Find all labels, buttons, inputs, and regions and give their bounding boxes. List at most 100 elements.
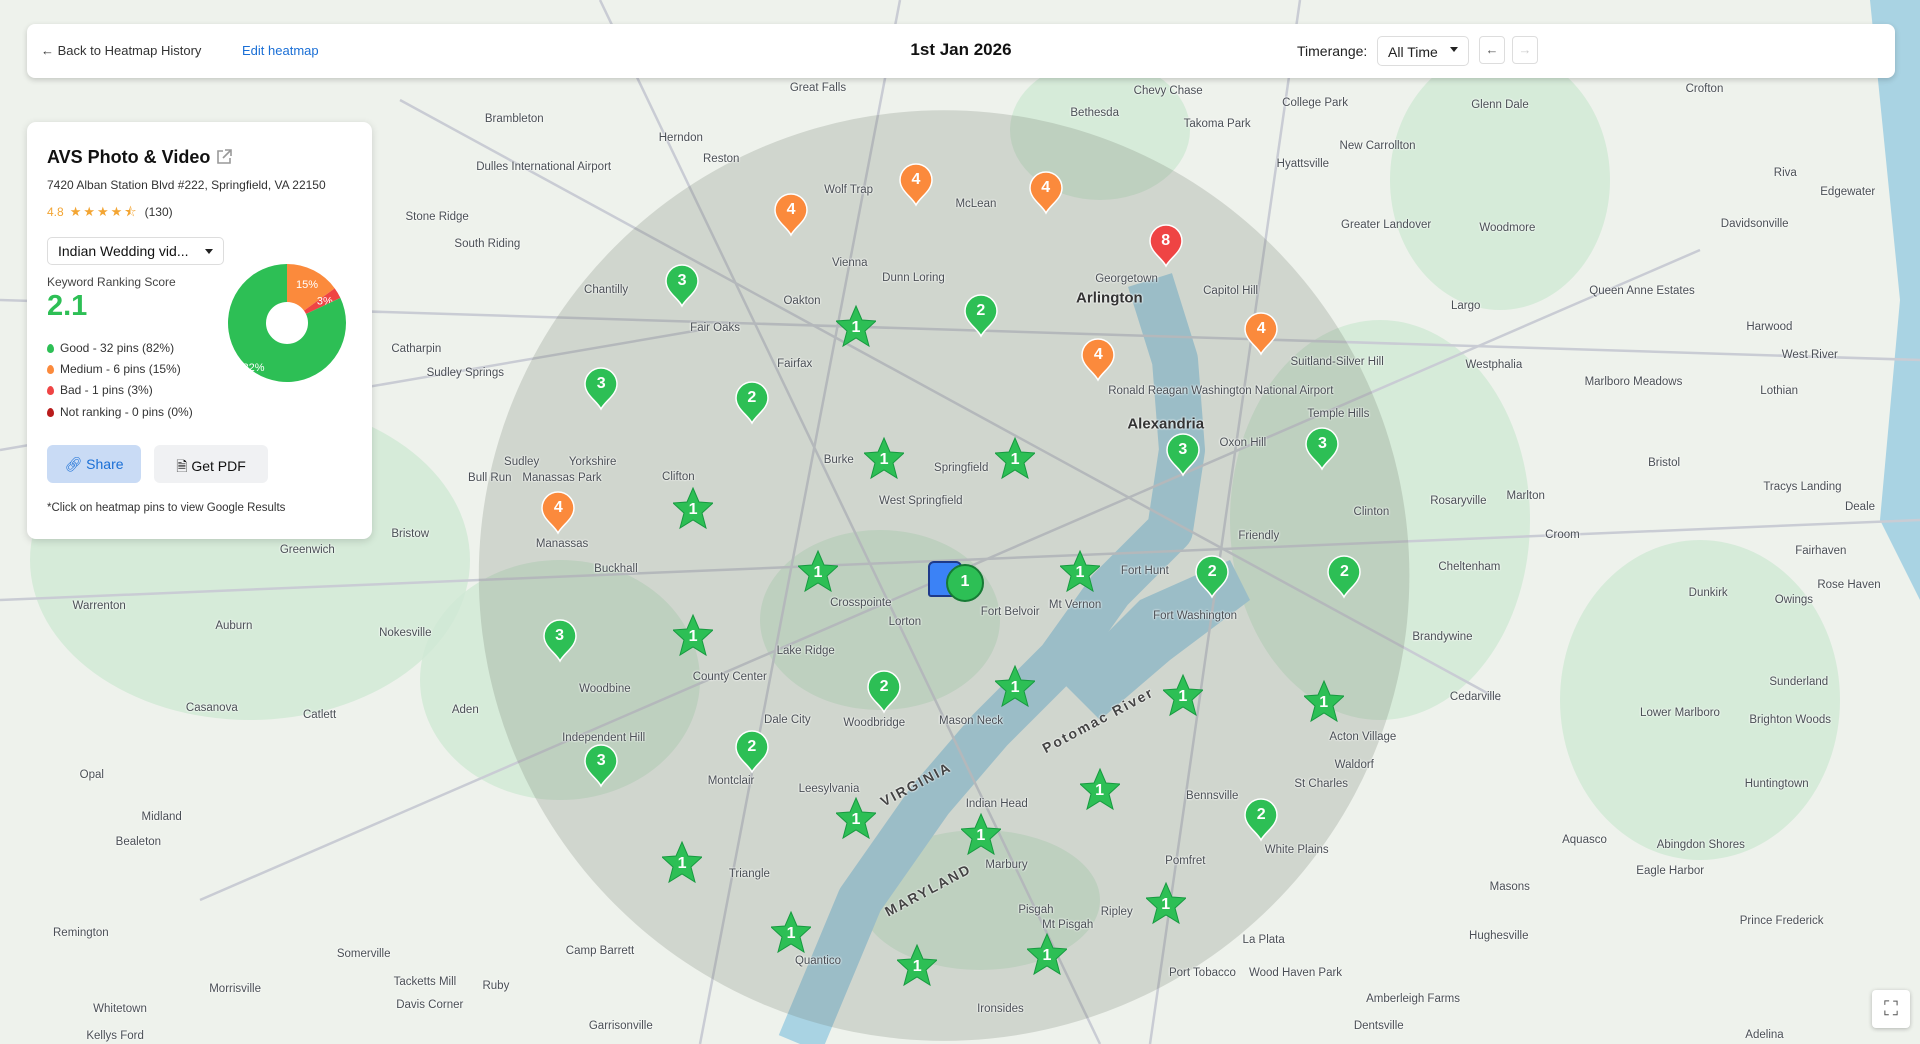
next-date-button[interactable]: → <box>1512 36 1538 64</box>
ranking-pin[interactable]: 1 <box>864 436 905 482</box>
pin-rank: 1 <box>851 318 861 336</box>
ranking-pin[interactable]: 3 <box>1163 431 1203 477</box>
ranking-pin[interactable]: 1 <box>1303 679 1344 725</box>
external-link-icon[interactable] <box>215 148 233 166</box>
review-count: (130) <box>144 205 173 219</box>
pin-rank: 3 <box>1178 441 1188 459</box>
ranking-pin[interactable]: 3 <box>540 617 580 664</box>
fullscreen-icon: ⛶ <box>1884 998 1898 1020</box>
keyword-select[interactable]: Indian Wedding vid... <box>47 237 224 265</box>
ranking-pin[interactable]: 1 <box>673 486 714 532</box>
map-label: Brandywine <box>1412 630 1473 643</box>
pin-rank: 4 <box>786 201 796 219</box>
star-pin-icon <box>1162 673 1203 716</box>
map-label: West Springfield <box>879 494 963 507</box>
ranking-pin[interactable]: 2 <box>732 379 772 425</box>
ranking-pin[interactable]: 1 <box>1060 549 1100 595</box>
ranking-pin[interactable]: 4 <box>538 489 578 535</box>
map-label: Greenwich <box>279 544 335 557</box>
ranking-pin[interactable]: 1 <box>662 840 703 886</box>
ranking-pin[interactable]: 4 <box>1026 169 1066 215</box>
teardrop-pin-icon <box>1195 554 1229 599</box>
ranking-pin[interactable]: 1 <box>995 664 1036 710</box>
map-label: Wolf Trap <box>824 183 874 196</box>
star-pin-icon <box>897 943 938 987</box>
edit-heatmap-link[interactable]: Edit heatmap <box>242 43 319 58</box>
map-label: Wood Haven Park <box>1248 967 1343 980</box>
ranking-pin[interactable]: 4 <box>896 161 936 207</box>
ranking-pin[interactable]: 1 <box>995 436 1036 482</box>
teardrop-pin-icon <box>1327 554 1362 599</box>
map-label: Stone Ridge <box>405 210 469 223</box>
ranking-pin[interactable]: 3 <box>581 365 621 411</box>
map-label: Nokesville <box>379 627 432 640</box>
timerange-select[interactable]: All Time <box>1377 36 1469 66</box>
ranking-pin[interactable]: 2 <box>1241 796 1281 842</box>
map-label: Acton Village <box>1329 731 1397 744</box>
map-label: Manassas <box>535 538 589 551</box>
ranking-pin[interactable]: 1 <box>673 613 714 659</box>
ranking-pin[interactable]: 1 <box>835 796 876 842</box>
map-label: Whitetown <box>93 1002 147 1015</box>
ranking-pin[interactable]: 3 <box>1302 425 1342 471</box>
ranking-pin[interactable]: 1 <box>945 560 985 606</box>
teardrop-pin-icon <box>774 193 808 237</box>
map-label: Garrisonville <box>588 1020 653 1033</box>
map-label: Prince Frederick <box>1739 914 1824 927</box>
pin-dot-icon <box>47 408 54 417</box>
star-pin-icon <box>673 613 714 656</box>
pin-rank: 1 <box>1178 687 1188 705</box>
pin-rank: 4 <box>553 498 563 516</box>
ranking-pin[interactable]: 1 <box>897 943 938 989</box>
pin-rank: 1 <box>851 811 861 829</box>
map-label: Amberleigh Farms <box>1366 993 1461 1006</box>
map-label: Temple Hills <box>1307 408 1370 421</box>
keyword-value: Indian Wedding vid... <box>58 243 189 259</box>
ranking-pin[interactable]: 1 <box>797 549 838 595</box>
link-icon: 🔗︎ <box>64 456 83 472</box>
ranking-pin[interactable]: 1 <box>1145 881 1186 927</box>
ranking-pin[interactable]: 1 <box>960 812 1001 858</box>
prev-date-button[interactable]: ← <box>1479 36 1505 64</box>
ranking-pin[interactable]: 1 <box>1026 932 1067 978</box>
ranking-pin[interactable]: 4 <box>771 191 811 237</box>
pin-rank: 1 <box>1161 895 1171 913</box>
teardrop-pin-icon <box>1305 427 1340 471</box>
ranking-pin[interactable]: 4 <box>1241 310 1281 356</box>
fullscreen-button[interactable]: ⛶ <box>1872 990 1910 1028</box>
pdf-file-icon: 🗎 <box>176 458 188 474</box>
ranking-pin[interactable]: 8 <box>1146 222 1186 268</box>
star-pin-icon <box>1026 932 1067 976</box>
map-label: Tracys Landing <box>1763 481 1842 494</box>
map-label: Edgewater <box>1820 186 1876 199</box>
teardrop-pin-icon <box>1028 171 1063 215</box>
caret-down-icon <box>1450 47 1458 56</box>
map-label: Fairfax <box>777 357 813 370</box>
map-label: Aquasco <box>1562 834 1607 846</box>
map-label: Capitol Hill <box>1203 285 1259 298</box>
map-label: Sudley <box>504 455 540 468</box>
ranking-pin[interactable]: 2 <box>1324 553 1364 599</box>
back-label: Back to Heatmap History <box>57 43 202 58</box>
star-pin-icon <box>662 840 703 884</box>
ranking-pin[interactable]: 2 <box>864 668 904 714</box>
ranking-pin[interactable]: 1 <box>771 910 812 956</box>
ranking-pin[interactable]: 2 <box>732 728 772 774</box>
ranking-pin[interactable]: 3 <box>662 262 702 308</box>
ranking-pin[interactable]: 1 <box>1079 767 1120 813</box>
caret-down-icon <box>205 249 213 258</box>
map-label: Queen Anne Estates <box>1589 285 1695 298</box>
star-pin-icon <box>835 304 876 348</box>
pin-rank: 1 <box>1010 678 1020 696</box>
ranking-pin[interactable]: 1 <box>1162 673 1203 719</box>
ranking-pin[interactable]: 2 <box>961 292 1001 338</box>
get-pdf-button[interactable]: 🗎 Get PDF <box>154 445 268 483</box>
ranking-pin[interactable]: 3 <box>581 742 621 788</box>
back-to-history-link[interactable]: ← Back to Heatmap History <box>41 43 202 58</box>
ranking-pin[interactable]: 1 <box>835 304 876 350</box>
ranking-pin[interactable]: 2 <box>1192 553 1232 599</box>
share-button[interactable]: 🔗︎ Share <box>47 445 141 483</box>
ranking-pin[interactable]: 4 <box>1078 336 1118 382</box>
map-label: Huntingtown <box>1744 777 1809 790</box>
